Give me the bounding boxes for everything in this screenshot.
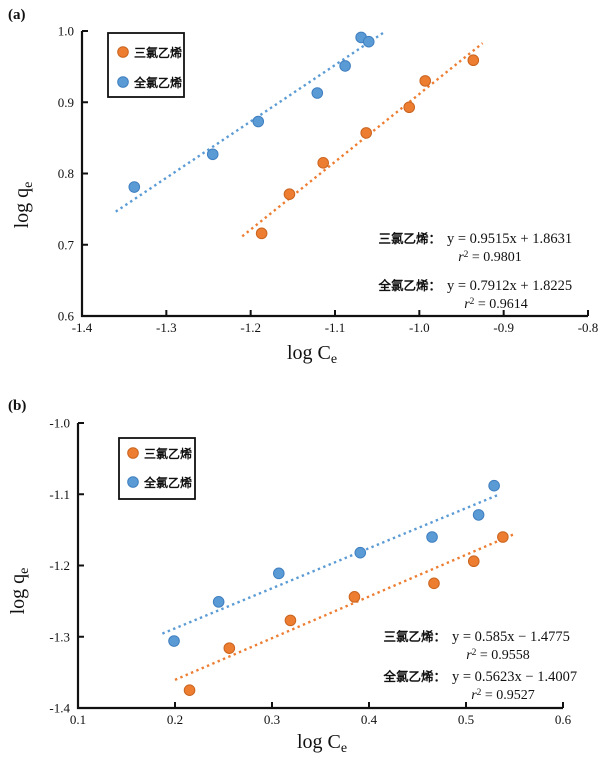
x-tick-label: 0.3 [264, 712, 280, 727]
y-axis-title: log qe [7, 568, 32, 615]
x-tick-label: 0.5 [458, 712, 474, 727]
equation-label-pce: 全氯乙烯： [382, 669, 446, 684]
x-tick-label: -1.1 [325, 320, 346, 335]
y-tick-label: -1.2 [49, 558, 70, 573]
legend-marker-tce [117, 46, 129, 58]
x-tick-label: 0.4 [361, 712, 378, 727]
y-tick-label: -1.3 [49, 629, 70, 644]
data-point-pce [128, 181, 141, 193]
data-point-tce [317, 157, 329, 169]
x-tick-label: 0.6 [555, 712, 572, 727]
x-tick-label: -1.2 [240, 320, 261, 335]
y-tick-label: 0.6 [58, 309, 75, 324]
data-point-tce [223, 642, 236, 654]
data-point-pce [168, 635, 180, 647]
data-point-tce [428, 577, 440, 590]
legend-label-tce: 三氯乙烯 [134, 45, 182, 60]
data-point-pce [206, 148, 219, 161]
legend-marker-pce [127, 476, 139, 488]
data-point-tce [467, 555, 480, 568]
trendline-tce [241, 42, 484, 238]
data-point-tce [183, 684, 196, 696]
data-point-pce [252, 115, 265, 128]
y-axis-title: log qe [11, 182, 36, 229]
equation-text-tce: y = 0.585x − 1.4775 [452, 629, 570, 645]
x-axis-title: log Ce [297, 731, 347, 756]
x-tick-label: -1.4 [72, 320, 93, 335]
panel-a-chart: (a) -1.4 -1.3 -1.2 -1.1 -1.0 -0.9 -0.8 1.0 0.9 0.8… [8, 7, 599, 367]
trendline-pce [115, 30, 387, 213]
data-point-pce [354, 546, 367, 559]
r-squared-text-pce: r2 = 0.9527 [471, 688, 535, 703]
legend-label-pce: 全氯乙烯 [133, 75, 182, 90]
panel-label: (a) [8, 7, 26, 23]
data-point-tce [403, 101, 416, 114]
trendline-tce [174, 532, 515, 681]
data-point-tce [284, 614, 297, 627]
data-point-pce [272, 567, 285, 580]
legend-label-tce: 三氯乙烯 [144, 446, 192, 461]
legend-marker-pce [117, 76, 129, 88]
data-point-tce [419, 75, 432, 87]
data-point-pce [362, 35, 375, 48]
legend-label-pce: 全氯乙烯 [143, 475, 192, 490]
data-point-pce [472, 509, 485, 521]
x-tick-label: -0.9 [493, 320, 514, 335]
x-tick-label: -1.3 [156, 320, 177, 335]
y-tick-label: 0.7 [58, 237, 75, 252]
data-point-tce [467, 54, 480, 67]
y-tick-label: 0.8 [58, 166, 74, 181]
r-squared-text-pce: r2 = 0.9614 [464, 297, 528, 312]
x-tick-label: 0.2 [167, 712, 183, 727]
equation-label-tce: 三氯乙烯： [383, 629, 446, 644]
y-tick-label: 0.9 [58, 95, 74, 110]
x-axis-title: log Ce [287, 342, 337, 367]
equation-label-tce: 三氯乙烯： [378, 231, 441, 246]
r-squared-text-tce: r2 = 0.9558 [466, 648, 530, 663]
panel-label: (b) [8, 398, 26, 414]
data-point-pce [311, 87, 324, 99]
y-tick-label: -1.0 [49, 416, 70, 431]
equation-label-pce: 全氯乙烯： [377, 278, 441, 293]
data-point-tce [255, 227, 268, 240]
panel-b-chart: (b) 0.1 0.2 0.3 0.4 0.5 0.6 -1.0 -1.1 -1.2 -1.3 -1.… [7, 398, 577, 756]
data-point-pce [426, 531, 438, 543]
legend-marker-tce [127, 447, 139, 459]
y-tick-label: -1.4 [49, 701, 70, 716]
data-point-tce [360, 127, 373, 139]
equation-text-pce: y = 0.5623x − 1.4007 [452, 669, 577, 685]
y-tick-label: -1.1 [49, 487, 70, 502]
data-point-pce [339, 60, 351, 72]
data-point-tce [497, 531, 509, 543]
legend-box [107, 32, 185, 98]
data-point-tce [348, 591, 361, 603]
r-squared-text-tce: r2 = 0.9801 [458, 250, 522, 265]
data-point-tce [283, 188, 296, 200]
equation-text-tce: y = 0.9515x + 1.8631 [447, 231, 572, 247]
x-tick-label: -1.0 [409, 320, 430, 335]
x-tick-label: 0.1 [70, 712, 86, 727]
y-tick-label: 1.0 [58, 24, 74, 39]
data-point-pce [212, 596, 225, 608]
x-tick-label: -0.8 [578, 320, 599, 335]
data-point-pce [488, 479, 500, 492]
equation-text-pce: y = 0.7912x + 1.8225 [447, 278, 572, 294]
